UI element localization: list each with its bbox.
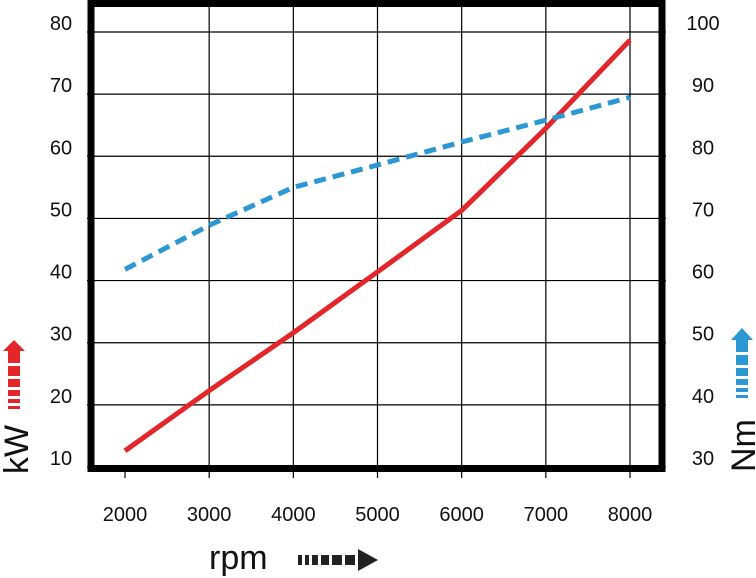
right-tick-label: 70: [692, 199, 714, 221]
right-axis-ticks: 30 40 50 60 70 80 90 100: [658, 13, 720, 470]
right-axis-label: Nm: [725, 419, 756, 472]
x-tick-label: 6000: [439, 504, 484, 526]
x-axis-arrow-icon: [298, 549, 378, 571]
grid-lines: [94, 6, 660, 466]
right-tick-label: 100: [686, 13, 719, 35]
x-tick-label: 8000: [608, 504, 653, 526]
x-tick-label: 3000: [187, 504, 232, 526]
right-tick-label: 50: [692, 324, 714, 346]
plot-frame: [87, 0, 666, 472]
left-axis-label: kW: [0, 425, 36, 474]
x-tick-label: 7000: [524, 504, 569, 526]
right-tick-label: 30: [692, 448, 714, 470]
left-axis-arrow-icon: [3, 340, 25, 409]
x-axis-ticks: 2000 3000 4000 5000 6000 7000 8000: [103, 470, 653, 526]
right-tick-label: 80: [692, 137, 714, 159]
left-tick-label: 70: [50, 75, 72, 97]
series-lines: [123, 38, 632, 453]
right-tick-label: 60: [692, 262, 714, 284]
right-axis-arrow-icon: [731, 328, 753, 398]
left-tick-label: 30: [50, 324, 72, 346]
left-tick-label: 80: [50, 13, 72, 35]
torque-series-line: [123, 94, 631, 272]
left-tick-label: 10: [50, 448, 72, 470]
x-tick-label: 5000: [355, 504, 400, 526]
power-series-line: [123, 38, 632, 453]
x-tick-label: 2000: [103, 504, 148, 526]
left-axis-ticks: 10 20 30 40 50 60 70 80: [50, 13, 95, 470]
right-tick-label: 40: [692, 386, 714, 408]
left-tick-label: 60: [50, 137, 72, 159]
x-axis-label: rpm: [209, 539, 268, 577]
right-tick-label: 90: [692, 75, 714, 97]
left-tick-label: 40: [50, 262, 72, 284]
x-tick-label: 4000: [271, 504, 316, 526]
left-tick-label: 50: [50, 199, 72, 221]
left-tick-label: 20: [50, 386, 72, 408]
